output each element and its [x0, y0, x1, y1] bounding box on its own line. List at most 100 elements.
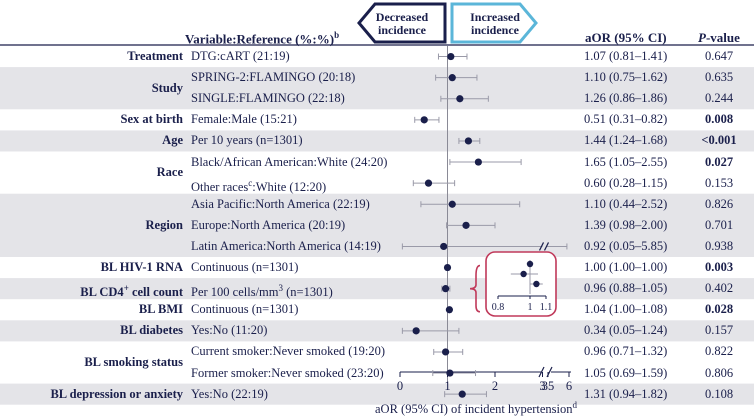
aor-value: 1.26 (0.86–1.86) — [584, 91, 668, 106]
row-band — [0, 193, 754, 257]
aor-value: 1.10 (0.44–2.52) — [584, 196, 668, 211]
p-value: 0.826 — [704, 196, 734, 211]
reference-label: SPRING-2:FLAMINGO (20:18) — [191, 70, 356, 85]
group-label: Study — [151, 80, 183, 95]
point-estimate — [446, 369, 454, 377]
increased-incidence-label: Increased incidence — [470, 10, 520, 37]
reference-label: Yes:No (22:19) — [191, 386, 268, 401]
x-tick-label: 0 — [397, 379, 403, 393]
point-estimate — [420, 116, 428, 124]
row-band — [0, 278, 754, 300]
x-tick-label: 1 — [444, 379, 450, 393]
p-value: 0.157 — [704, 323, 734, 338]
p-value: 0.701 — [704, 217, 734, 232]
reference-label: Continuous (n=1301) — [191, 302, 299, 317]
aor-value: 1.05 (0.69–1.59) — [584, 365, 668, 380]
reference-label: Per 10 years (n=1301) — [191, 133, 303, 148]
point-estimate — [442, 348, 450, 356]
reference-label: Yes:No (11:20) — [191, 323, 268, 338]
inset-tick-label: 1 — [528, 302, 533, 313]
group-label: BL BMI — [138, 302, 183, 317]
reference-label: SINGLE:FLAMINGO (22:18) — [191, 91, 345, 106]
p-value: 0.028 — [704, 302, 734, 317]
inset-tick-label: 1.1 — [540, 302, 553, 313]
row-band — [0, 67, 754, 110]
aor-value: 1.31 (0.94–1.82) — [584, 386, 668, 401]
p-value: 0.003 — [704, 260, 734, 274]
aor-value: 0.60 (0.28–1.15) — [584, 175, 668, 190]
group-label: Age — [162, 133, 183, 148]
group-label: BL CD4+ cell count — [80, 283, 183, 300]
x-tick-label: 2 — [492, 379, 498, 393]
reference-label: Latin America:North America (14:19) — [191, 238, 381, 253]
point-estimate — [412, 327, 420, 335]
point-estimate — [462, 221, 470, 229]
x-tick-label: 6 — [566, 379, 572, 393]
inset-brace — [469, 264, 481, 313]
increased-arrow — [450, 2, 538, 44]
aor-value: 0.51 (0.31–0.82) — [584, 112, 668, 127]
aor-value: 1.65 (1.05–2.55) — [584, 154, 668, 169]
inset-point-estimate — [526, 260, 534, 268]
aor-value: 1.39 (0.98–2.00) — [584, 217, 668, 232]
p-value: 0.647 — [704, 49, 734, 63]
point-estimate — [443, 263, 452, 272]
p-value: 0.402 — [704, 281, 734, 296]
reference-label: DTG:cART (21:19) — [191, 49, 290, 63]
point-estimate — [442, 285, 450, 293]
aor-value: 1.00 (1.00–1.00) — [584, 260, 668, 274]
aor-value: 0.92 (0.05–5.85) — [584, 238, 668, 253]
group-label: Race — [156, 165, 183, 180]
p-value: 0.153 — [704, 175, 734, 190]
reference-label: Europe:North America (20:19) — [191, 217, 346, 232]
point-estimate — [458, 390, 466, 398]
row-band — [0, 130, 754, 152]
p-value: <0.001 — [701, 133, 737, 148]
reference-label: Other racesc:White (12:20) — [191, 177, 327, 194]
inset-point-estimate — [533, 280, 540, 288]
axis-break-mark — [538, 366, 553, 378]
group-label: BL HIV-1 RNA — [100, 260, 183, 275]
p-value: 0.822 — [704, 344, 734, 359]
p-value: 0.938 — [704, 238, 734, 253]
point-estimate — [474, 158, 482, 166]
reference-label: Asia Pacific:North America (22:19) — [191, 196, 370, 211]
p-value-column-header: P-value — [698, 30, 740, 45]
inset-tick-label: 0.8 — [492, 302, 505, 313]
ci-break-mark — [538, 242, 550, 251]
aor-value: 1.04 (1.00–1.08) — [584, 302, 668, 317]
reference-label: Former smoker:Never smoked (23:20) — [191, 365, 384, 380]
group-label: BL depression or anxiety — [50, 386, 183, 401]
point-estimate — [448, 74, 456, 82]
aor-value: 0.96 (0.88–1.05) — [584, 281, 668, 296]
point-estimate — [445, 306, 453, 314]
group-label: Region — [145, 217, 184, 232]
p-value: 0.027 — [704, 154, 734, 169]
group-label: Sex at birth — [120, 112, 184, 127]
point-estimate — [447, 52, 455, 61]
reference-label: Female:Male (15:21) — [191, 112, 297, 127]
group-label: Treatment — [127, 49, 183, 64]
inset-box — [485, 251, 557, 317]
inset-point-estimate — [520, 270, 527, 278]
variable-column-header: Variable:Reference (%:%)b — [185, 30, 340, 47]
aor-column-header: aOR (95% CI) — [585, 30, 667, 45]
p-value: 0.635 — [704, 70, 734, 85]
group-label: BL smoking status — [84, 355, 183, 369]
row-band — [0, 320, 754, 342]
point-estimate — [464, 137, 472, 145]
reference-label: Per 100 cells/mm3 (n=1301) — [191, 283, 333, 300]
p-value: 0.806 — [704, 365, 734, 380]
x-tick-label: 35 — [542, 379, 555, 393]
aor-value: 0.34 (0.05–1.24) — [584, 323, 668, 338]
x-tick-label: 3 — [539, 379, 545, 393]
group-label: BL diabetes — [120, 323, 183, 338]
aor-value: 1.44 (1.24–1.68) — [584, 133, 668, 148]
aor-value: 1.07 (0.81–1.41) — [584, 49, 668, 63]
aor-value: 1.10 (0.75–1.62) — [584, 70, 668, 85]
point-estimate — [456, 95, 464, 103]
x-axis-label: aOR (95% CI) of incident hypertensiond — [375, 400, 578, 417]
reference-label: Continuous (n=1301) — [191, 260, 299, 274]
